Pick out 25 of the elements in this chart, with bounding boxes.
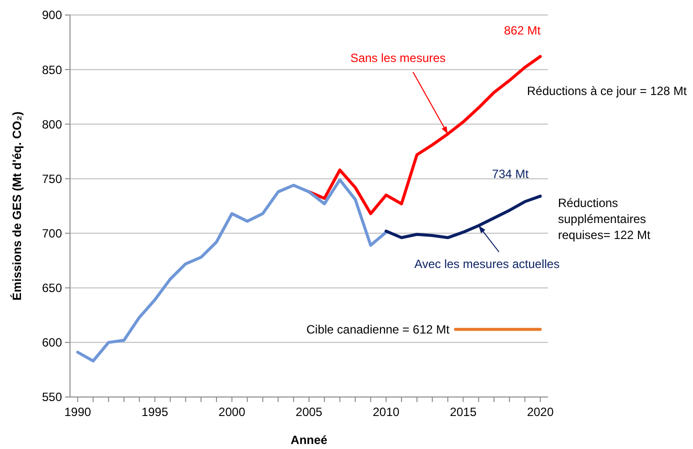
x-tick-label: 2010	[372, 405, 400, 419]
y-tick-label: 550	[42, 390, 62, 404]
y-tick-label: 800	[42, 117, 62, 132]
y-tick-label: 850	[42, 62, 62, 77]
y-tick-label: 750	[42, 172, 62, 186]
annotation: 734 Mt	[492, 167, 530, 182]
x-tick-label: 2000	[218, 405, 246, 419]
annotation: Réductions à ce jour = 128 Mt	[527, 84, 688, 98]
y-tick-label: 650	[42, 281, 62, 296]
text: Réductions supplémentaires requises= 122 Mt	[558, 196, 652, 242]
y-axis-title: Émissions de GES (Mt d'éq. CO₂)	[10, 112, 24, 300]
line-series	[384, 194, 542, 240]
annotation: 862 Mt	[504, 23, 542, 38]
annotation: Sans les mesures	[350, 51, 446, 65]
x-tick-label: 2020	[526, 405, 554, 419]
annotation: Cible canadienne = 612 Mt	[306, 322, 450, 336]
x-tick-label: 2015	[450, 405, 477, 419]
x-tick-label: 1990	[64, 405, 92, 419]
annotation: Avec les mesures actuelles	[414, 257, 560, 271]
y-tick-label: 600	[42, 336, 62, 350]
x-axis-title: Anneé	[290, 433, 328, 447]
x-tick-label: 1995	[141, 405, 168, 419]
x-tick-label: 2005	[296, 405, 323, 419]
y-tick-label: 900	[42, 8, 62, 22]
y-tick-label: 700	[42, 226, 62, 240]
